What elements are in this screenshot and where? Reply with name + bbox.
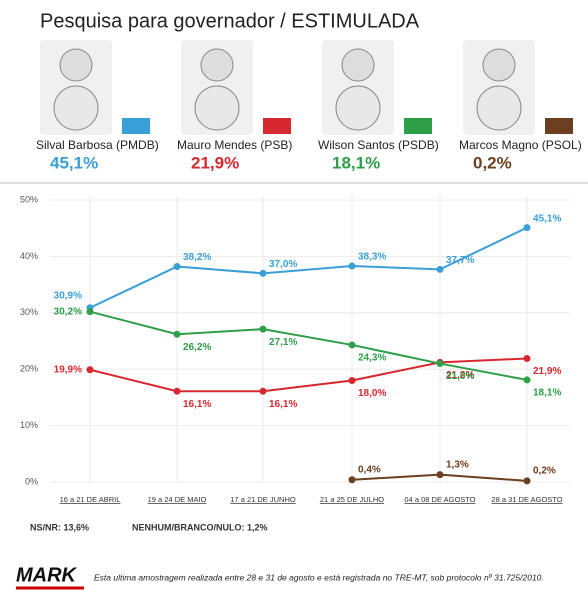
legend-swatch (122, 118, 150, 134)
portrait-body (476, 85, 522, 131)
point (523, 354, 531, 362)
legend-value: 0,2% (473, 153, 512, 172)
y-tick-label: 30% (20, 307, 38, 317)
point (259, 325, 267, 333)
point (523, 376, 531, 384)
point (348, 341, 356, 349)
portrait-head (59, 48, 93, 82)
point (173, 387, 181, 395)
y-tick-label: 0% (25, 476, 38, 486)
data-label: 24,3% (358, 353, 386, 364)
point (523, 477, 531, 485)
data-label: 16,1% (183, 399, 211, 410)
y-tick-label: 20% (20, 364, 38, 374)
note: NS/NR: 13,6% (30, 522, 89, 532)
point (259, 269, 267, 277)
data-label: 37,7% (446, 255, 474, 266)
legend-swatch (545, 118, 573, 134)
point (259, 387, 267, 395)
x-tick-label: 19 a 24 DE MAIO (148, 495, 207, 504)
data-label: 30,9% (54, 290, 82, 301)
data-label: 38,2% (183, 252, 211, 263)
data-label: 21,2% (446, 370, 474, 381)
legend-swatch (404, 118, 432, 134)
data-label: 18,1% (533, 388, 561, 399)
data-label: 1,3% (446, 459, 469, 470)
point (436, 265, 444, 273)
data-label: 21,9% (533, 366, 561, 377)
data-label: 18,0% (358, 388, 386, 399)
legend-value: 18,1% (332, 153, 380, 172)
point (86, 366, 94, 374)
portrait-body (53, 85, 99, 131)
data-label: 0,4% (358, 464, 381, 475)
x-tick-label: 28 a 31 DE AGOSTO (491, 495, 562, 504)
series-line (89, 357, 528, 393)
data-label: 45,1% (533, 213, 561, 224)
portrait-body (194, 85, 240, 131)
portrait-head (341, 48, 375, 82)
point (173, 263, 181, 271)
series-line (89, 226, 528, 309)
point (348, 262, 356, 270)
series-line (89, 310, 528, 381)
data-label: 26,2% (183, 342, 211, 353)
legend-label: Silval Barbosa (PMDB) (36, 138, 159, 152)
portrait-head (482, 48, 516, 82)
point (86, 308, 94, 316)
data-label: 30,2% (54, 306, 82, 317)
portrait-body (335, 85, 381, 131)
point (523, 224, 531, 232)
legend-label: Marcos Magno (PSOL) (459, 138, 582, 152)
chart-title: Pesquisa para governador / ESTIMULADA (40, 10, 420, 32)
x-tick-label: 04 a 08 DE AGOSTO (404, 495, 475, 504)
legend-label: Mauro Mendes (PSB) (177, 138, 292, 152)
legend-value: 45,1% (50, 153, 98, 172)
footnote: Esta ultima amostragem realizada entre 2… (94, 572, 544, 582)
y-tick-label: 40% (20, 251, 38, 261)
portrait-head (200, 48, 234, 82)
data-label: 0,2% (533, 466, 556, 477)
x-tick-label: 21 a 25 DE JULHO (320, 495, 384, 504)
y-tick-label: 50% (20, 194, 38, 204)
data-label: 37,0% (269, 259, 297, 270)
data-label: 21,0% (446, 371, 474, 382)
point (436, 471, 444, 479)
note: NENHUM/BRANCO/NULO: 1,2% (132, 522, 268, 532)
brand: MARK (16, 564, 78, 586)
legend-swatch (263, 118, 291, 134)
point (348, 376, 356, 384)
x-tick-label: 17 a 21 DE JUNHO (230, 495, 296, 504)
legend-label: Wilson Santos (PSDB) (318, 138, 439, 152)
data-label: 19,9% (54, 364, 82, 375)
data-label: 38,3% (358, 252, 386, 263)
x-tick-label: 16 a 21 DE ABRIL (60, 495, 121, 504)
point (436, 360, 444, 368)
y-tick-label: 10% (20, 420, 38, 430)
point (348, 476, 356, 484)
point (173, 330, 181, 338)
data-label: 27,1% (269, 337, 297, 348)
legend-value: 21,9% (191, 153, 239, 172)
data-label: 16,1% (269, 399, 297, 410)
